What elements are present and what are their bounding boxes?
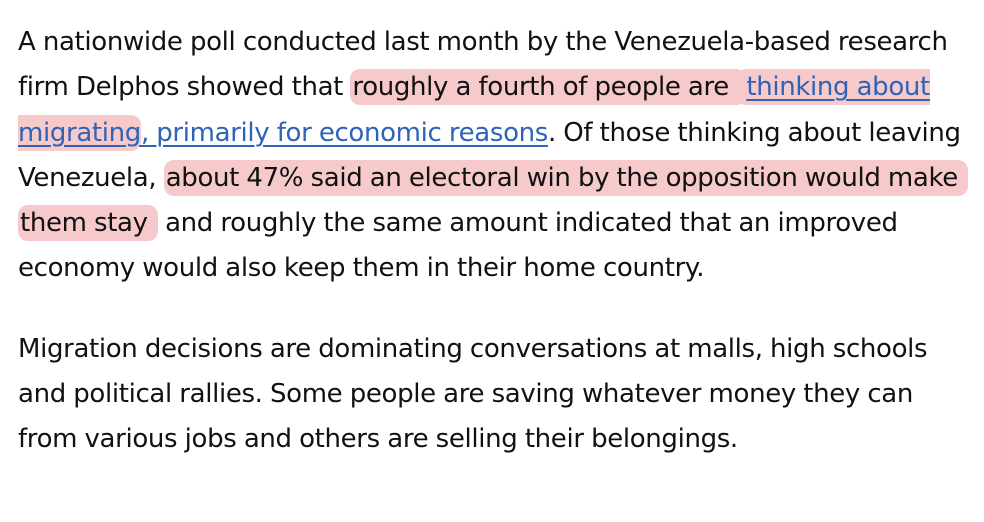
link-primarily-economic-reasons[interactable]: , primarily for economic reasons	[140, 117, 548, 148]
article-body: A nationwide poll conducted last month b…	[18, 20, 978, 463]
paragraph-1-text-3: and roughly the same amount indicated th…	[18, 208, 898, 284]
paragraph-1-text-2: . Of those thinking about leaving Venezu…	[18, 117, 961, 193]
highlight-fourth-of-people[interactable]: roughly a fourth of people are	[350, 69, 747, 106]
paragraph-2: Migration decisions are dominating conve…	[18, 333, 928, 455]
paragraph-1: A nationwide poll conducted last month b…	[18, 20, 978, 292]
paragraph-1-text-1: A nationwide poll conducted last month b…	[18, 27, 948, 103]
